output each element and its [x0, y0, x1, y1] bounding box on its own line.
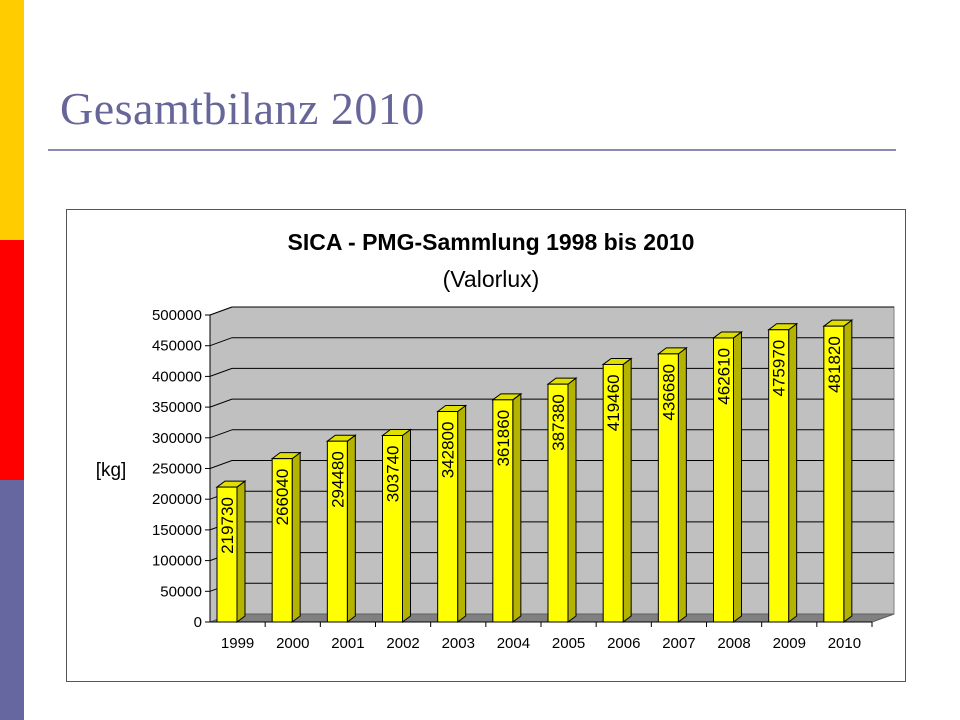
- bar-value-label: 266040: [273, 469, 292, 526]
- bar-value-label: 219730: [218, 497, 237, 554]
- bar: [657, 353, 679, 623]
- x-tick-label: 2002: [386, 635, 419, 652]
- bar-value-label: 294480: [328, 451, 347, 508]
- x-tick-label: 2008: [717, 635, 750, 652]
- y-tick-label: 350000: [152, 399, 202, 416]
- accent-stripe-blue: [0, 480, 24, 720]
- accent-stripe-red: [0, 240, 24, 480]
- bar-value-label: 475970: [770, 340, 789, 397]
- gridline-diagonal: [209, 337, 233, 347]
- bar-side: [512, 392, 522, 623]
- gridline-diagonal: [209, 460, 233, 469]
- y-tick-label: 300000: [152, 430, 202, 447]
- bar-side: [346, 434, 356, 623]
- bar: [823, 325, 845, 623]
- bar: [547, 383, 569, 623]
- bar: [602, 363, 624, 623]
- bar-side: [457, 404, 467, 623]
- y-axis-unit-label: [kg]: [96, 460, 127, 481]
- bar: [713, 337, 734, 623]
- chart-frame: SICA - PMG-Sammlung 1998 bis 2010 (Valor…: [66, 209, 906, 682]
- x-tick-label: 2010: [828, 635, 861, 652]
- bar-side: [788, 322, 798, 623]
- bar-value-label: 436680: [659, 364, 678, 421]
- bar: [437, 411, 459, 623]
- bar-value-label: 361860: [494, 410, 513, 467]
- y-tick-label: 200000: [152, 491, 202, 508]
- bar-side: [677, 346, 687, 623]
- bar-value-label: 342800: [439, 422, 458, 479]
- x-tick-label: 2000: [276, 635, 309, 652]
- x-tick-label: 2006: [607, 635, 640, 652]
- y-tick-label: 400000: [152, 368, 202, 385]
- x-tick-label: 2004: [497, 635, 530, 652]
- y-tick-label: 150000: [152, 522, 202, 539]
- slide-title: Gesamtbilanz 2010: [60, 83, 425, 134]
- y-tick-label: 450000: [152, 338, 202, 355]
- bar-chart: SICA - PMG-Sammlung 1998 bis 2010 (Valor…: [96, 229, 895, 652]
- bar-side: [622, 357, 632, 623]
- gridline-diagonal: [209, 398, 233, 408]
- title-divider: [48, 149, 896, 151]
- x-tick-label: 1999: [221, 635, 254, 652]
- x-tick-label: 2001: [331, 635, 364, 652]
- bar: [216, 486, 238, 623]
- chart-subtitle: (Valorlux): [443, 266, 540, 292]
- bar-side: [843, 319, 853, 623]
- y-tick-label: 50000: [160, 583, 202, 600]
- bar-value-label: 303740: [384, 446, 403, 503]
- bar: [382, 435, 403, 623]
- bar-side: [567, 377, 577, 623]
- y-tick-label: 100000: [152, 553, 202, 570]
- y-tick-label: 0: [194, 614, 202, 631]
- x-tick-label: 2003: [442, 635, 475, 652]
- y-tick-label: 250000: [152, 461, 202, 478]
- bar: [271, 458, 293, 623]
- bar-side: [402, 428, 411, 623]
- gridline-diagonal: [209, 367, 233, 377]
- bar: [326, 440, 348, 623]
- bar-side: [236, 480, 246, 623]
- accent-stripe-yellow: [0, 0, 24, 240]
- plot-area: 0 50000 100000 150000 200000 250000 300000 3500…: [96, 306, 895, 652]
- bar-side: [291, 451, 301, 623]
- bar-value-label: 387380: [549, 394, 568, 451]
- bar: [492, 399, 514, 623]
- y-tick-label: 500000: [152, 307, 202, 324]
- chart-title: SICA - PMG-Sammlung 1998 bis 2010: [288, 229, 695, 255]
- x-tick-label: 2005: [552, 635, 585, 652]
- gridline-diagonal: [209, 306, 233, 316]
- bar: [768, 329, 790, 623]
- gridline-diagonal: [209, 429, 233, 439]
- bar-value-label: 419460: [604, 374, 623, 431]
- x-tick-label: 2009: [773, 635, 806, 652]
- x-tick-label: 2007: [662, 635, 695, 652]
- bar-value-label: 481820: [825, 336, 844, 393]
- bar-value-label: 462610: [715, 348, 734, 405]
- bar-side: [733, 330, 742, 623]
